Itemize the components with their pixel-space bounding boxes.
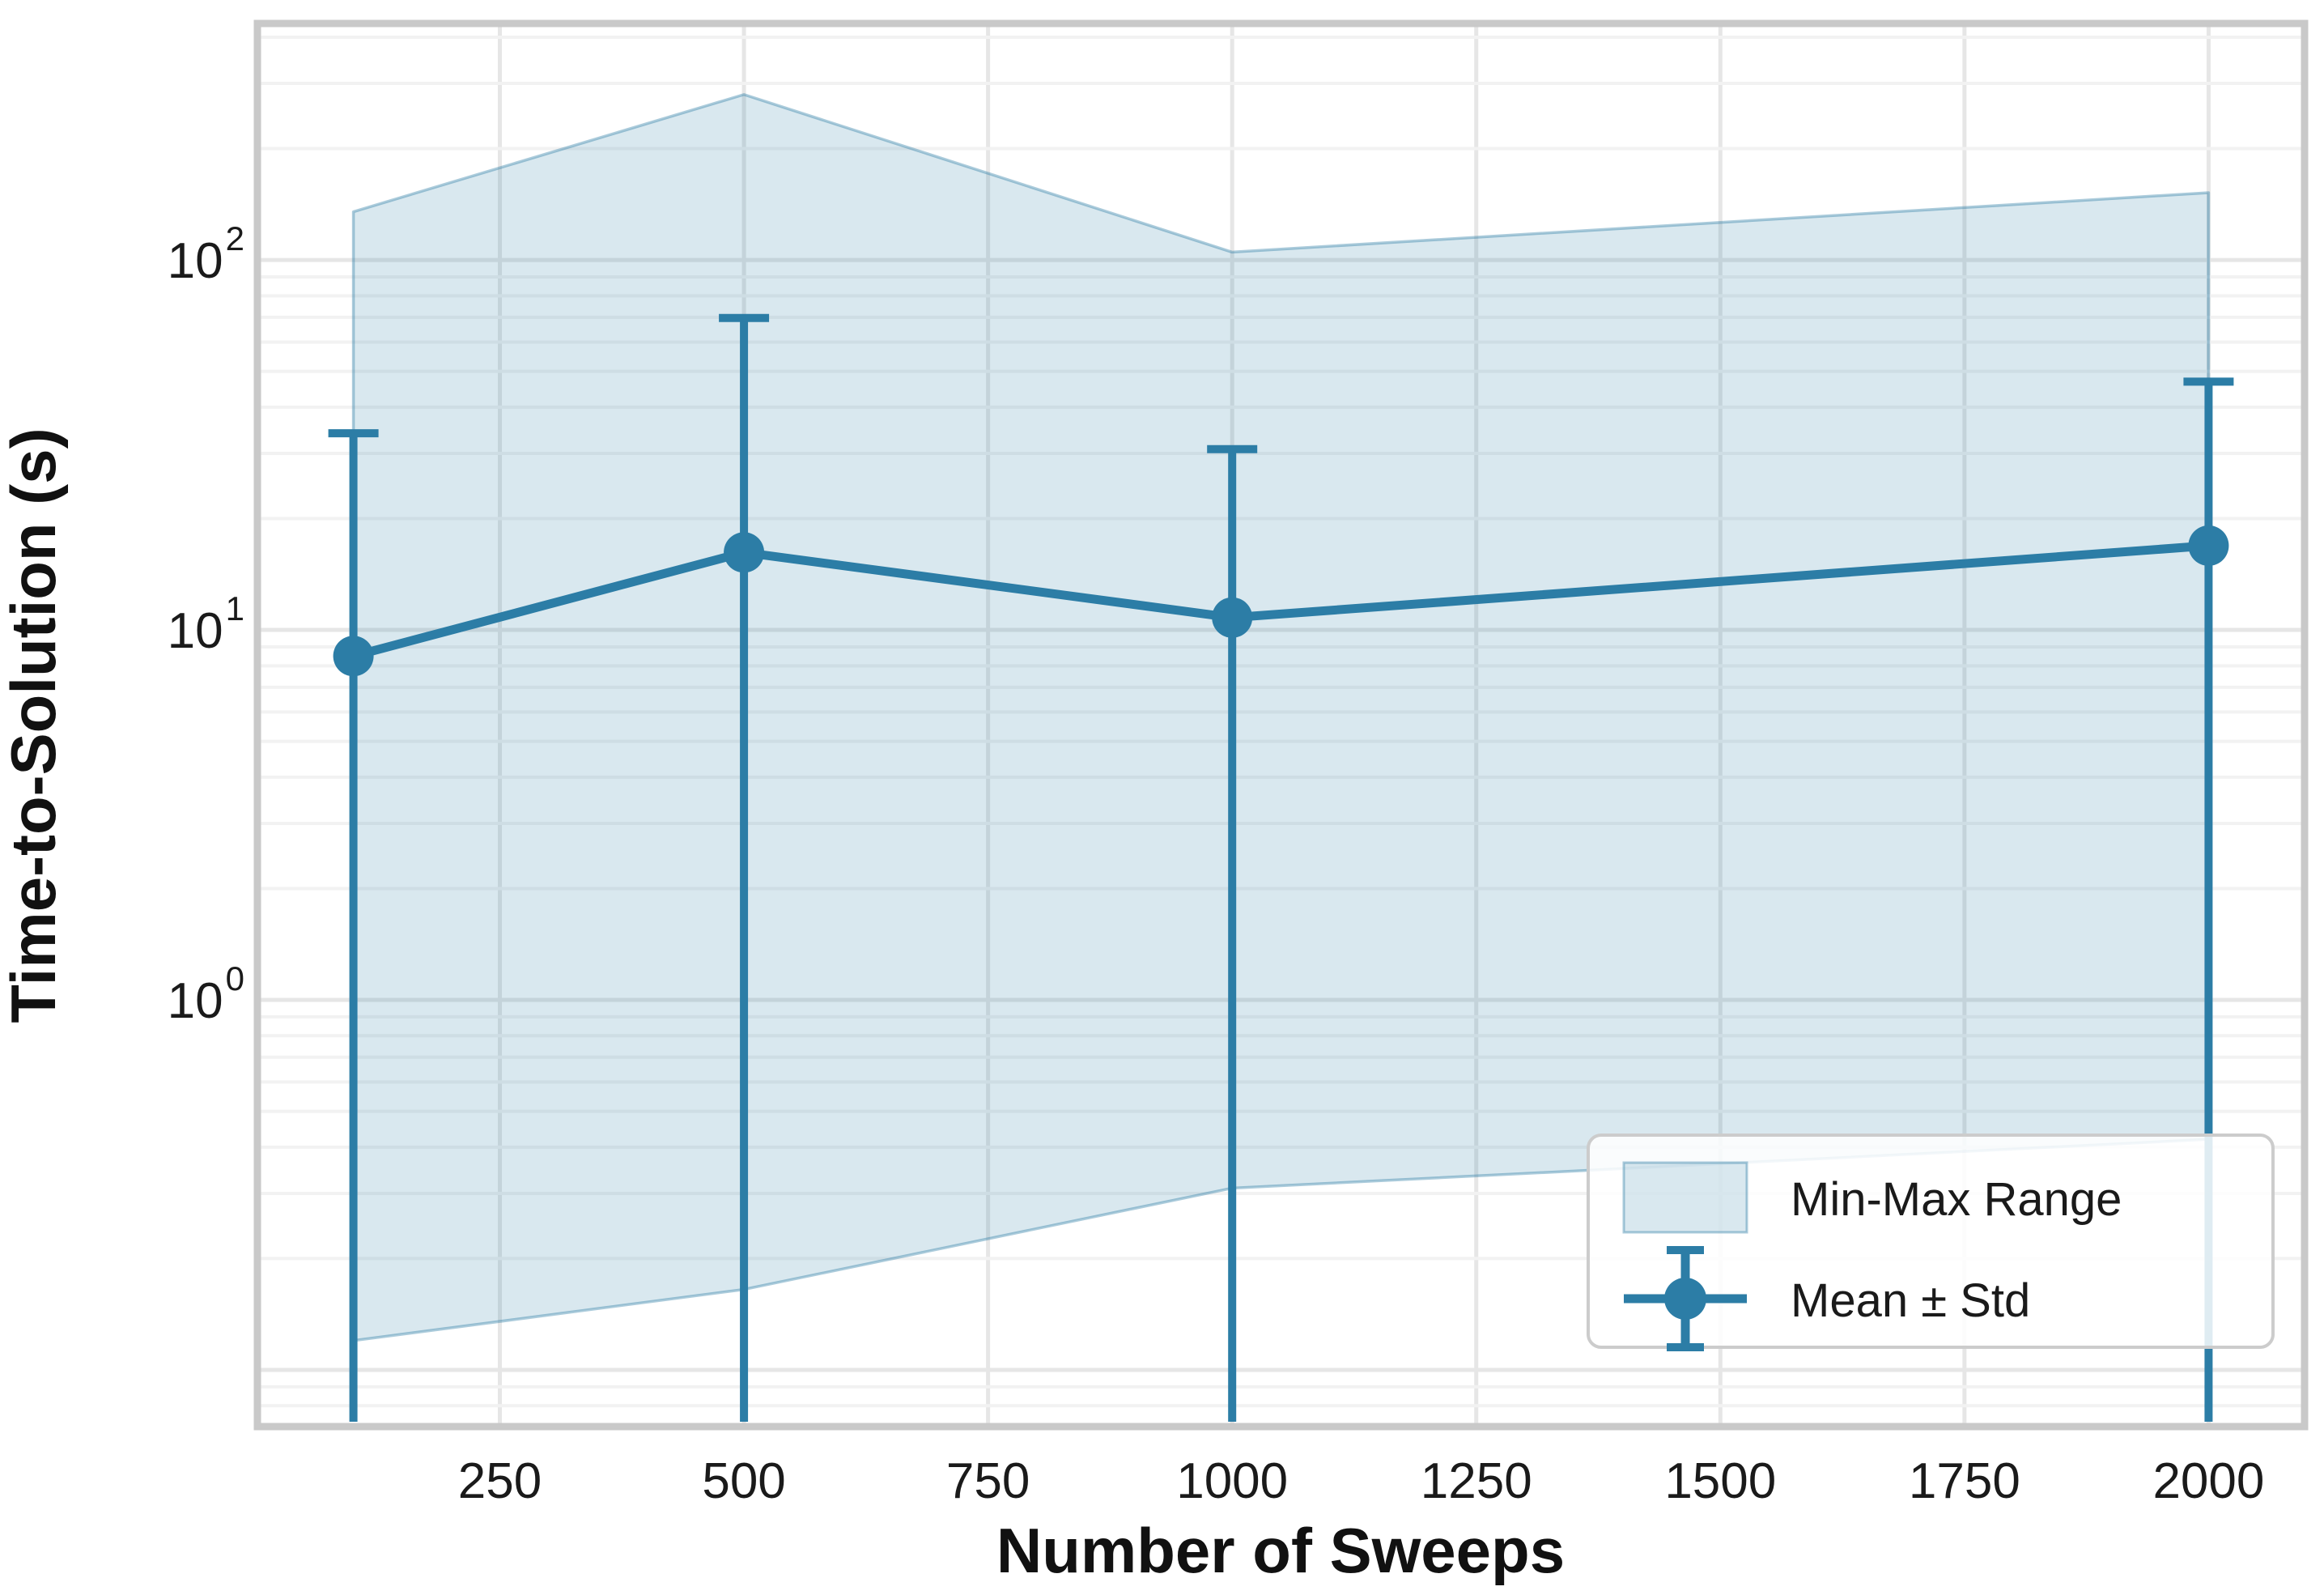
legend-label-minmax: Min-Max Range [1791, 1173, 2122, 1226]
mean-marker [2188, 525, 2229, 566]
x-tick-label: 1750 [1909, 1453, 2020, 1509]
x-tick-label: 250 [458, 1453, 542, 1509]
x-tick-label: 500 [702, 1453, 785, 1509]
y-axis-label: Time-to-Solution (s) [0, 427, 69, 1023]
y-tick-label: 102 [168, 219, 244, 289]
mean-marker [1212, 597, 1253, 638]
legend: Min-Max Range Mean ± Std [1587, 1134, 2275, 1351]
x-tick-label: 1250 [1421, 1453, 1532, 1509]
legend-frame [1587, 1134, 2275, 1349]
legend-glyph-marker [1664, 1278, 1706, 1320]
y-tick-label: 101 [168, 589, 244, 659]
y-tick-label: 100 [168, 959, 244, 1029]
x-tick-label: 1500 [1664, 1453, 1776, 1509]
mean-markers [333, 525, 2229, 677]
legend-errorbar-icon [1624, 1246, 1747, 1351]
x-tick-label: 2000 [2152, 1453, 2264, 1509]
x-tick-labels: 250 500 750 1000 1250 1500 1750 2000 [458, 1453, 2265, 1509]
legend-label-mean: Mean ± Std [1791, 1274, 2030, 1327]
mean-line [349, 541, 2213, 661]
plot-border [253, 19, 2309, 1431]
y-tick-labels: 100 101 102 [168, 219, 244, 1029]
legend-minmax-swatch [1622, 1161, 1748, 1234]
x-tick-label: 750 [946, 1453, 1030, 1509]
x-tick-label: 1000 [1176, 1453, 1288, 1509]
mean-marker [724, 532, 765, 573]
mean-marker [333, 636, 374, 677]
x-axis-label: Number of Sweeps [996, 1515, 1565, 1586]
mean-polyline [349, 541, 2213, 661]
